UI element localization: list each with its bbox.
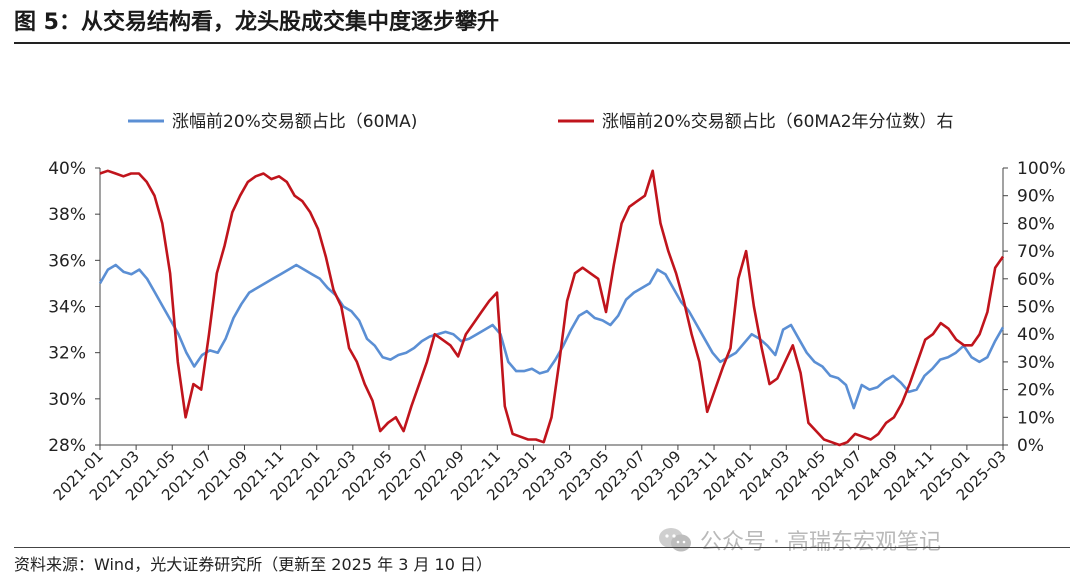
y-left-tick-label: 40%: [48, 159, 86, 179]
y-right-tick-label: 20%: [1017, 381, 1055, 401]
y-right-tick-label: 0%: [1017, 436, 1044, 456]
source-divider: [14, 547, 1070, 548]
y-right-tick-label: 100%: [1017, 159, 1066, 179]
y-left-tick-label: 30%: [48, 390, 86, 410]
watermark-text: 公众号 · 高瑞东宏观笔记: [700, 530, 941, 555]
wechat-icon: [659, 528, 691, 552]
y-right-tick-label: 60%: [1017, 270, 1055, 290]
y-right-tick-label: 40%: [1017, 325, 1055, 345]
watermark: 公众号 · 高瑞东宏观笔记: [658, 524, 941, 556]
x-axis-ticks: 2021-012021-032021-052021-072021-092021-…: [50, 445, 1010, 504]
y-left-tick-label: 38%: [48, 205, 86, 225]
dual-axis-line-chart: 涨幅前20%交易额占比（60MA) 涨幅前20%交易额占比（60MA2年分位数）右…: [48, 112, 1065, 504]
y-right-tick-label: 80%: [1017, 214, 1055, 234]
figure-title: 图 5：从交易结构看，龙头股成交集中度逐步攀升: [14, 10, 499, 35]
series-line-blue: [98, 263, 1005, 410]
legend-label-red: 涨幅前20%交易额占比（60MA2年分位数）右: [602, 112, 954, 132]
source-note: 资料来源：Wind，光大证券研究所（更新至 2025 年 3 月 10 日）: [14, 555, 492, 574]
y-left-tick-label: 34%: [48, 298, 86, 318]
y-right-tick-label: 50%: [1017, 298, 1055, 318]
y-left-tick-label: 36%: [48, 251, 86, 271]
y-right-tick-label: 70%: [1017, 242, 1055, 262]
y-left-tick-label: 32%: [48, 344, 86, 364]
chart-legend: 涨幅前20%交易额占比（60MA) 涨幅前20%交易额占比（60MA2年分位数）右: [128, 112, 954, 132]
y-right-tick-label: 90%: [1017, 187, 1055, 207]
legend-label-blue: 涨幅前20%交易额占比（60MA): [172, 112, 417, 132]
series-layer: [98, 169, 1005, 447]
series-line-red: [99, 169, 1005, 447]
axes: 28% 30% 32% 34% 36% 38% 40% 0% 10% 20% 30% 40% 50% 60…: [48, 159, 1065, 456]
y-right-tick-label: 10%: [1017, 408, 1055, 428]
y-left-tick-label: 28%: [48, 436, 86, 456]
y-right-tick-label: 30%: [1017, 353, 1055, 373]
title-divider: [14, 42, 1070, 44]
